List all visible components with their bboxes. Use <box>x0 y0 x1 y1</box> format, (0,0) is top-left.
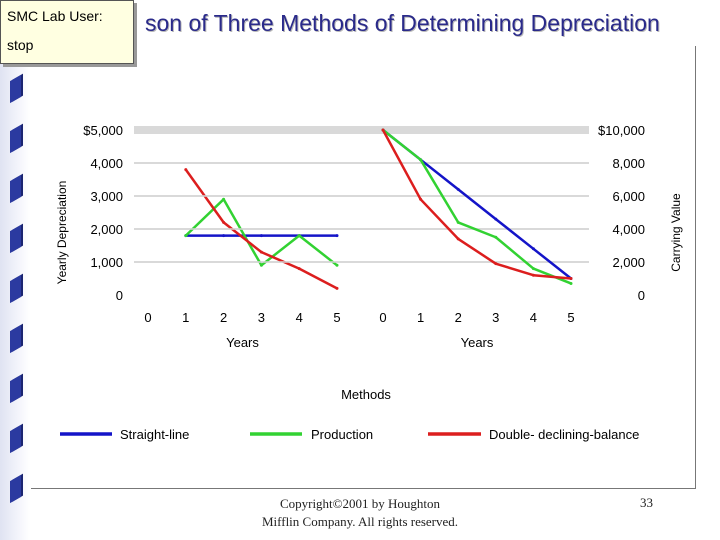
data-point <box>494 217 498 221</box>
data-point <box>456 187 460 191</box>
copyright-footer: Copyright©2001 by Houghton Mifflin Compa… <box>245 495 475 531</box>
y-tick-label-carrying: 2,000 <box>612 255 645 270</box>
x-tick-label: 1 <box>182 310 189 325</box>
x-tick-label: 4 <box>296 310 303 325</box>
y-tick-label-yearly: 1,000 <box>90 255 123 270</box>
x-tick-label: 5 <box>333 310 340 325</box>
data-point <box>531 273 535 277</box>
data-point <box>259 234 263 238</box>
data-point <box>222 234 226 238</box>
legend-title: Methods <box>341 387 391 402</box>
data-point <box>297 267 301 271</box>
y-tick-label-carrying: 4,000 <box>612 222 645 237</box>
page-number: 33 <box>640 495 653 510</box>
data-point <box>335 286 339 290</box>
copyright-line-2: Mifflin Company. All rights reserved. <box>261 514 459 529</box>
data-point <box>494 262 498 266</box>
data-point <box>222 220 226 224</box>
user-tooltip-box[interactable]: SMC Lab User: stop <box>0 0 134 64</box>
user-value: stop <box>7 37 34 53</box>
y-tick-label-yearly: $5,000 <box>83 123 123 138</box>
x-axis-label: Years <box>461 335 494 350</box>
series-line-production <box>184 198 338 267</box>
y-tick-label-yearly: 2,000 <box>90 222 123 237</box>
data-point <box>259 250 263 254</box>
data-point <box>569 277 573 280</box>
y-axis-label: Carrying Value <box>669 193 683 272</box>
y-tick-label-carrying: $10,000 <box>598 123 645 138</box>
y-tick-label-carrying: 8,000 <box>612 156 645 171</box>
x-tick-label: 4 <box>530 310 537 325</box>
legend-label: Production <box>311 427 373 442</box>
data-point <box>419 197 423 201</box>
series-line-double-declining-balance <box>381 129 572 280</box>
data-point <box>456 220 460 224</box>
x-tick-label: 0 <box>379 310 386 325</box>
data-point <box>259 263 263 267</box>
x-tick-label: 3 <box>258 310 265 325</box>
y-tick-label-carrying: 6,000 <box>612 189 645 204</box>
axis-band-top <box>134 126 589 134</box>
y-tick-label-yearly: 0 <box>116 288 123 303</box>
x-tick-label: 3 <box>492 310 499 325</box>
data-point <box>297 234 301 238</box>
y-tick-label-carrying: 0 <box>638 288 645 303</box>
data-point <box>222 197 226 201</box>
legend-label: Straight-line <box>120 427 189 442</box>
copyright-line-1: Copyright©2001 by Houghton <box>279 496 441 511</box>
x-axis-label: Years <box>226 335 259 350</box>
y-tick-label-yearly: 4,000 <box>90 156 123 171</box>
data-point <box>531 267 535 271</box>
series-line-production <box>382 129 572 285</box>
data-point <box>419 158 423 162</box>
data-point <box>531 247 535 251</box>
data-point <box>569 281 573 285</box>
data-point <box>456 237 460 241</box>
data-point <box>184 234 188 238</box>
x-tick-label: 1 <box>417 310 424 325</box>
chart-panel <box>31 46 696 489</box>
data-point <box>381 128 385 132</box>
data-point <box>335 234 339 238</box>
data-point <box>184 168 188 172</box>
left-decorative-border <box>0 0 30 540</box>
legend-label: Double- declining-balance <box>489 427 639 442</box>
y-tick-label-yearly: 3,000 <box>90 189 123 204</box>
data-point <box>494 235 498 239</box>
x-tick-label: 5 <box>567 310 574 325</box>
user-label: SMC Lab User: <box>7 8 103 24</box>
y-axis-label: Yearly Depreciation <box>55 181 69 285</box>
x-tick-label: 0 <box>144 310 151 325</box>
x-tick-label: 2 <box>455 310 462 325</box>
data-point <box>335 263 339 267</box>
slide-title: son of Three Methods of Determining Depr… <box>145 10 660 36</box>
x-tick-label: 2 <box>220 310 227 325</box>
